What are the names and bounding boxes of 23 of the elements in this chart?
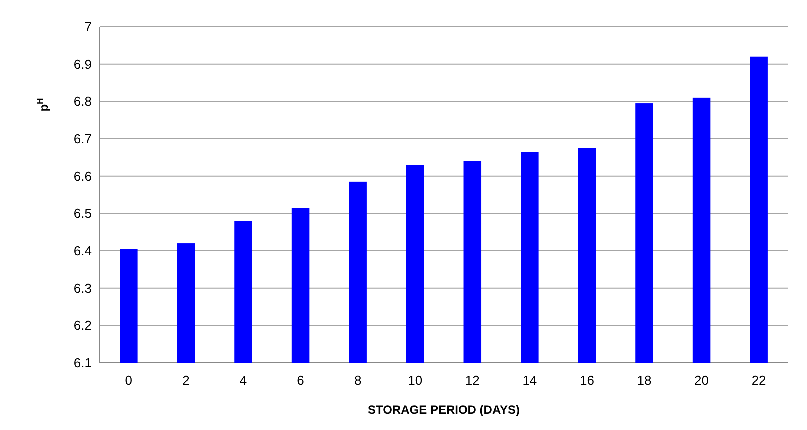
x-tick-label: 12	[465, 373, 480, 388]
x-tick-label: 8	[354, 373, 362, 388]
x-tick-label: 18	[637, 373, 652, 388]
x-tick-label: 0	[125, 373, 133, 388]
y-tick-label: 6.4	[74, 244, 92, 259]
x-tick-label: 4	[240, 373, 248, 388]
y-tick-label: 6.8	[74, 94, 92, 110]
x-tick-label: 16	[580, 373, 594, 388]
x-tick-label: 6	[297, 373, 304, 388]
x-axis-title: STORAGE PERIOD (DAYS)	[368, 403, 520, 417]
y-tick-label: 6.5	[74, 206, 92, 222]
x-tick-label: 14	[522, 373, 538, 388]
y-tick-label: 6.1	[74, 356, 92, 371]
y-tick-label: 6.2	[74, 318, 92, 334]
x-tick-label: 22	[752, 373, 766, 388]
y-tick-label: 6.3	[74, 280, 92, 296]
y-tick-label: 6.6	[74, 168, 92, 184]
y-tick-label: 6.9	[74, 56, 92, 72]
x-tick-label: 10	[408, 373, 423, 388]
x-tick-label: 20	[694, 373, 710, 388]
y-tick-label: 6.7	[74, 132, 92, 147]
y-tick-label: 7	[84, 20, 92, 35]
x-tick-label: 2	[182, 373, 190, 388]
